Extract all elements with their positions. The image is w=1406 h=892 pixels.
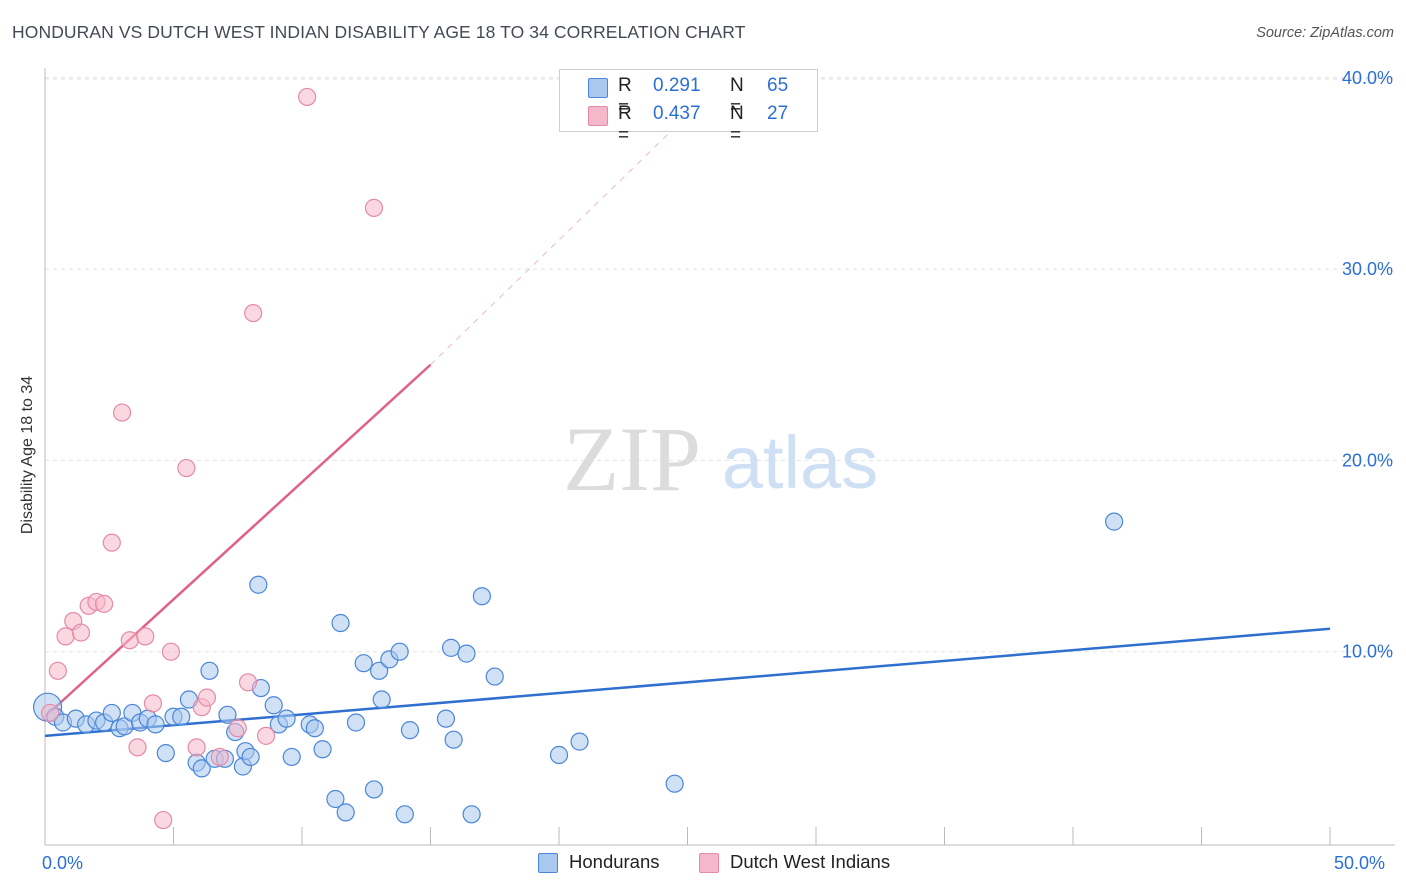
- point-honduran: [570, 732, 589, 751]
- point-honduran: [395, 805, 414, 824]
- point-dutch-west-indian: [244, 303, 263, 323]
- legend-r-label: R =: [618, 103, 632, 146]
- point-honduran: [665, 774, 684, 793]
- trend-line: [44, 363, 432, 718]
- point-honduran: [326, 789, 345, 809]
- y-tick-label: 10.0%: [1342, 642, 1393, 662]
- point-honduran: [264, 696, 283, 715]
- point-dutch-west-indian: [128, 738, 147, 757]
- point-dutch-west-indian: [48, 661, 67, 680]
- trend-line-extension: [430, 77, 727, 366]
- point-dutch-west-indian: [41, 703, 60, 723]
- point-honduran: [364, 780, 384, 799]
- axes: [44, 68, 1395, 846]
- point-honduran: [156, 743, 175, 763]
- point-dutch-west-indian: [197, 688, 217, 707]
- point-honduran: [390, 642, 409, 661]
- point-dutch-west-indian: [210, 747, 229, 767]
- point-honduran: [336, 803, 355, 822]
- point-honduran: [1105, 512, 1124, 531]
- source-label: Source: ZipAtlas.com: [1256, 25, 1394, 41]
- correlation-legend: R = 0.291 N = 65 R = 0.437 N = 27: [559, 69, 818, 146]
- point-dutch-west-indian: [364, 198, 384, 217]
- y-axis-label: Disability Age 18 to 34: [19, 375, 36, 535]
- point-honduran: [441, 638, 461, 657]
- legend-swatch-pink: [588, 106, 608, 126]
- y-tick-label: 40.0%: [1342, 68, 1393, 88]
- point-honduran: [218, 705, 237, 724]
- point-honduran: [241, 747, 260, 767]
- point-dutch-west-indian: [143, 694, 163, 713]
- point-dutch-west-indian: [177, 458, 196, 478]
- point-dutch-west-indian: [95, 594, 114, 613]
- grid-lines: [45, 77, 1395, 653]
- point-honduran: [249, 575, 268, 594]
- point-honduran: [346, 713, 366, 732]
- legend-n-label: N =: [730, 75, 744, 118]
- y-tick-label: 30.0%: [1342, 259, 1393, 279]
- legend-r-label: R =: [618, 75, 632, 118]
- point-honduran: [146, 715, 165, 734]
- bottom-legend-swatch-blue: [538, 853, 558, 873]
- point-honduran: [436, 709, 456, 728]
- trend-lines: [44, 77, 1331, 738]
- legend-swatch-blue: [588, 78, 608, 98]
- point-honduran: [172, 707, 191, 726]
- point-honduran: [277, 709, 296, 728]
- point-dutch-west-indian: [102, 533, 121, 552]
- watermark-atlas: atlas: [722, 421, 878, 504]
- point-dutch-west-indian: [238, 673, 258, 692]
- legend-r-value: 0.291: [653, 75, 701, 96]
- point-honduran: [305, 719, 324, 738]
- point-honduran: [354, 654, 373, 673]
- trend-line: [44, 627, 1331, 738]
- bottom-legend-swatch-pink: [699, 853, 719, 873]
- point-dutch-west-indian: [161, 642, 181, 661]
- bottom-legend-label: Dutch West Indians: [730, 851, 891, 872]
- point-honduran: [462, 805, 481, 824]
- y-tick-labels: 10.0% 20.0% 30.0% 40.0%: [1342, 68, 1393, 662]
- point-honduran: [370, 661, 389, 680]
- x-tick-max: 50.0%: [1334, 853, 1386, 873]
- point-dutch-west-indian: [120, 631, 139, 650]
- point-dutch-west-indian: [154, 810, 173, 830]
- point-dutch-west-indian: [136, 627, 155, 646]
- legend-n-value: 27: [767, 103, 789, 124]
- point-honduran: [282, 747, 301, 767]
- point-honduran: [102, 703, 121, 723]
- x-tick-min: 0.0%: [42, 853, 84, 873]
- point-honduran: [400, 721, 420, 740]
- point-honduran: [200, 661, 219, 680]
- point-honduran: [549, 745, 569, 765]
- point-dutch-west-indian: [228, 719, 247, 738]
- point-honduran: [313, 740, 332, 759]
- data-points: [32, 87, 1124, 830]
- point-honduran: [485, 667, 504, 686]
- legend-r-value: 0.437: [653, 103, 701, 124]
- point-honduran: [457, 644, 476, 663]
- point-dutch-west-indian: [71, 623, 91, 642]
- y-tick-label: 20.0%: [1342, 450, 1393, 470]
- legend-n-label: N =: [730, 103, 744, 146]
- point-dutch-west-indian: [187, 738, 206, 757]
- point-dutch-west-indian: [112, 403, 132, 422]
- bottom-legend-label: Hondurans: [569, 851, 660, 872]
- chart-title: HONDURAN VS DUTCH WEST INDIAN DISABILITY…: [12, 22, 746, 42]
- point-honduran: [331, 613, 350, 633]
- point-honduran: [472, 587, 491, 606]
- watermark: ZIP atlas: [563, 408, 878, 510]
- point-dutch-west-indian: [256, 726, 276, 745]
- point-dutch-west-indian: [56, 627, 75, 646]
- legend-n-value: 65: [767, 75, 789, 96]
- point-honduran: [192, 759, 211, 778]
- watermark-zip: ZIP: [563, 408, 701, 510]
- point-dutch-west-indian: [298, 87, 317, 107]
- point-honduran: [444, 730, 463, 749]
- point-honduran: [372, 690, 391, 709]
